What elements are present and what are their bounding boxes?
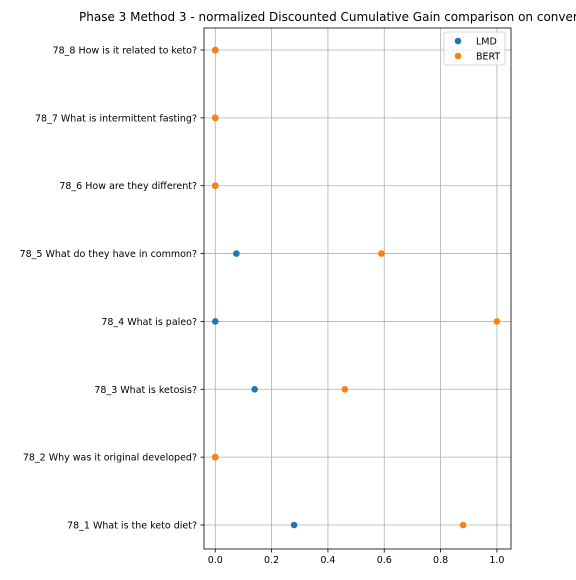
legend-marker-lmd xyxy=(454,37,462,45)
x-tick-label: 0.0 xyxy=(208,555,223,566)
data-point-bert xyxy=(211,46,219,54)
x-tick-label: 0.8 xyxy=(433,555,448,566)
plot-frame xyxy=(203,27,512,550)
x-axis-ticks: 0.0 0.2 0.4 0.6 0.8 1.0 xyxy=(208,549,504,566)
x-tick-label: 0.2 xyxy=(264,555,279,566)
data-point-bert xyxy=(211,114,219,122)
data-point-lmd xyxy=(211,318,219,325)
x-tick-label: 0.6 xyxy=(377,555,392,566)
y-tick-label: 78_1 What is the keto diet? xyxy=(67,521,197,532)
legend: LMD BERT xyxy=(443,31,506,66)
x-tick-label: 0.4 xyxy=(320,555,335,566)
data-point-bert xyxy=(341,385,349,393)
data-point-bert xyxy=(378,250,385,257)
data-points xyxy=(211,46,501,529)
y-tick-label: 78_8 How is it related to keto? xyxy=(53,46,197,57)
legend-label-bert: BERT xyxy=(476,52,500,63)
legend-marker-bert xyxy=(454,52,462,60)
y-tick-label: 78_4 What is paleo? xyxy=(101,317,197,328)
data-point-lmd xyxy=(290,521,298,529)
data-point-bert xyxy=(493,318,501,325)
data-point-bert xyxy=(211,182,219,190)
y-tick-label: 78_2 Why was it original developed? xyxy=(23,453,197,464)
y-tick-label: 78_3 What is ketosis? xyxy=(94,385,197,396)
data-point-lmd xyxy=(251,385,258,393)
y-tick-label: 78_6 How are they different? xyxy=(59,181,197,192)
x-tick-label: 1.0 xyxy=(489,555,504,566)
grid xyxy=(204,28,511,549)
data-point-bert xyxy=(211,453,219,461)
data-point-bert xyxy=(459,521,467,529)
y-tick-label: 78_5 What do they have in common? xyxy=(20,249,197,260)
legend-label-lmd: LMD xyxy=(476,37,497,48)
data-point-lmd xyxy=(233,250,240,257)
y-tick-label: 78_7 What is intermittent fasting? xyxy=(35,113,197,124)
chart-title: Phase 3 Method 3 - normalized Discounted… xyxy=(79,10,576,24)
y-axis-ticks: 78_1 What is the keto diet? 78_2 Why was … xyxy=(20,46,204,532)
